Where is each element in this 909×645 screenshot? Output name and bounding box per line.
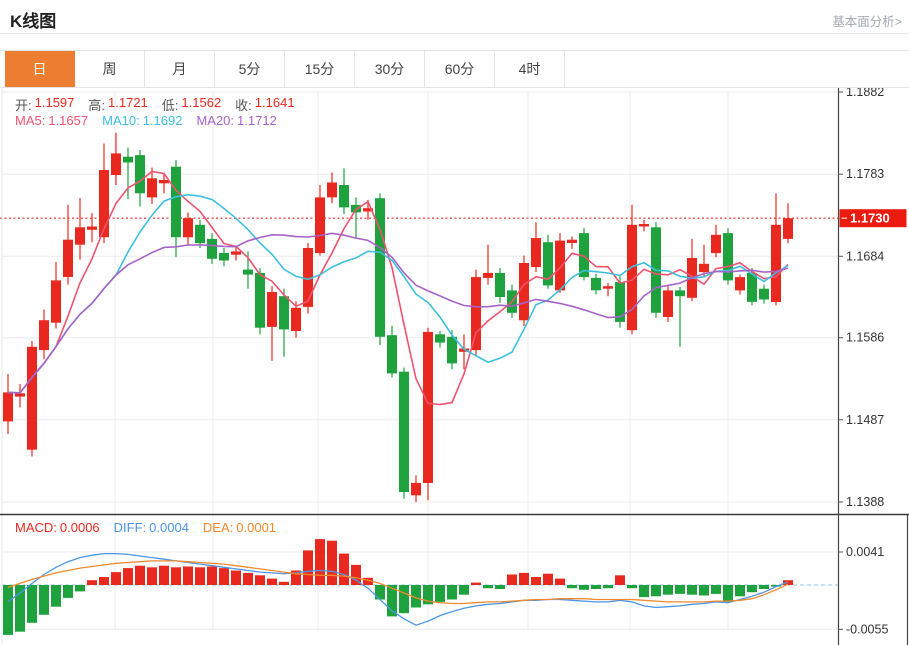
tab-30min[interactable]: 30分: [355, 51, 425, 87]
tab-60min[interactable]: 60分: [425, 51, 495, 87]
ma20-value: 1.1712: [237, 113, 277, 128]
ma5-line: [7, 170, 789, 406]
tab-week[interactable]: 周: [75, 51, 145, 87]
vertical-gridlines: [114, 92, 729, 631]
svg-text:1.1882: 1.1882: [846, 85, 884, 99]
svg-text:1.1586: 1.1586: [846, 331, 884, 345]
tab-day[interactable]: 日: [5, 51, 75, 87]
page-title: K线图: [10, 12, 57, 31]
tab-month[interactable]: 月: [145, 51, 215, 87]
fundamental-analysis-link[interactable]: 基本面分析>: [832, 15, 902, 29]
ma10-label: MA10:: [102, 113, 140, 128]
svg-text:1.1684: 1.1684: [846, 249, 884, 263]
ma20-line: [7, 232, 789, 394]
tab-4hour[interactable]: 4时: [495, 51, 565, 87]
close-label: 收:: [235, 98, 252, 113]
svg-text:1.1487: 1.1487: [846, 413, 884, 427]
interval-tabs: 日周月 5分 15分 30分 60分 4时: [0, 50, 909, 88]
svg-text:0.0041: 0.0041: [846, 545, 884, 559]
svg-text:-0.0055: -0.0055: [846, 622, 888, 636]
ma5-value: 1.1657: [48, 113, 89, 128]
macd-legend: MACD: 0.0006 DIFF: 0.0004 DEA: 0.0001: [15, 520, 290, 535]
ma10-line: [7, 193, 789, 394]
dea-label: DEA:: [202, 520, 234, 535]
open-value: 1.1597: [34, 95, 75, 110]
tab-15min[interactable]: 15分: [285, 51, 355, 87]
diff-value: 0.0004: [149, 520, 189, 535]
macd-value: 0.0006: [59, 520, 100, 535]
diff-label: DIFF:: [113, 520, 147, 535]
open-label: 开:: [15, 98, 32, 113]
ma10-value: 1.1692: [142, 113, 183, 128]
header-divider: [0, 33, 909, 34]
dea-line: [7, 560, 789, 605]
macd-label: MACD:: [15, 520, 57, 535]
macd-histogram: [3, 539, 793, 635]
svg-text:1.1783: 1.1783: [846, 167, 884, 181]
diff-line: [7, 552, 789, 626]
current-price-tag: 1.1730: [839, 209, 907, 228]
close-value: 1.1641: [254, 95, 295, 110]
low-label: 低:: [161, 98, 179, 113]
tab-5min[interactable]: 5分: [215, 51, 285, 87]
high-value: 1.1721: [108, 95, 148, 110]
low-value: 1.1562: [181, 95, 222, 110]
dea-value: 0.0001: [236, 520, 277, 535]
svg-text:1.1388: 1.1388: [846, 495, 884, 509]
high-label: 高:: [88, 98, 106, 113]
candles-layer: [3, 132, 793, 502]
ma20-label: MA20:: [196, 113, 235, 128]
ma-legend: MA5: 1.1657 MA10: 1.1692 MA20: 1.1712: [15, 113, 291, 128]
svg-text:1.1730: 1.1730: [850, 211, 890, 226]
ohlc-legend: 开: 1.1597 高: 1.1721 低: 1.1562 收: 1.1641: [15, 95, 309, 114]
ma5-label: MA5:: [15, 113, 46, 128]
price-axis-labels: 1.1882 1.1783 1.1684 1.1586 1.1487 1.1388 0.00…: [838, 85, 888, 636]
